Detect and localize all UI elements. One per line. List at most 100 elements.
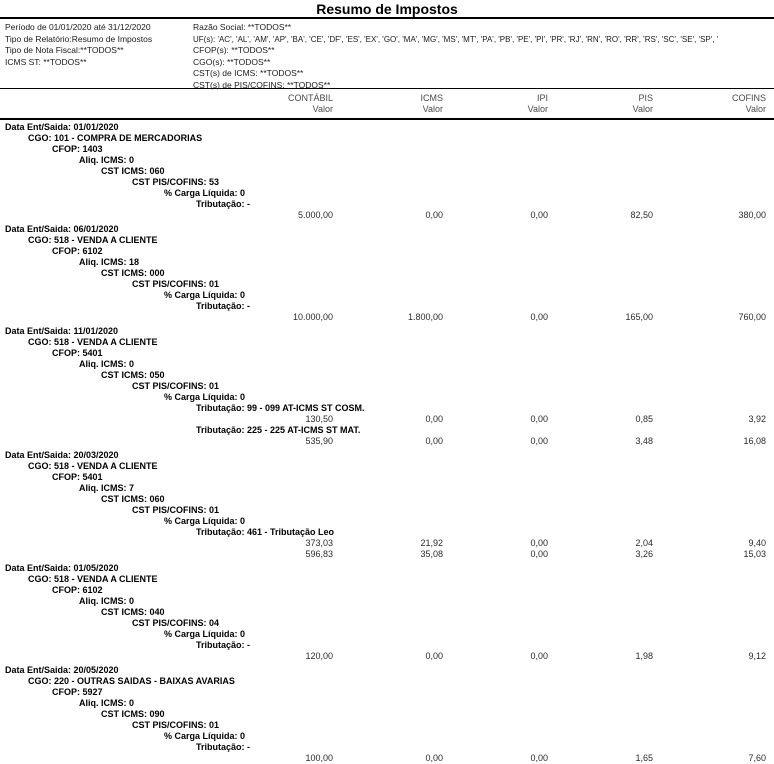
aliq-icms-line: Aliq. ICMS: 0 xyxy=(79,359,135,369)
filter-razao-social: Razão Social: **TODOS** xyxy=(193,22,292,32)
column-header-icms: ICMS xyxy=(420,93,444,103)
value-cell: 16,08 xyxy=(743,436,766,446)
filters-right-column: Razão Social: **TODOS** UF(s): 'AC', 'AL… xyxy=(193,22,774,90)
filter-tipo-relatorio: Tipo de Relatório:Resumo de Impostos xyxy=(5,33,153,44)
value-cell: 2,04 xyxy=(635,538,653,548)
date-line: Data Ent/Saida: 11/01/2020 xyxy=(5,326,119,336)
table-header: CONTÁBIL ICMS IPI PIS COFINS Valor Valor… xyxy=(0,89,774,118)
report-group: Data Ent/Saida: 20/03/2020 CGO: 518 - VEN… xyxy=(0,450,774,560)
carga-liquida-line: % Carga Líquida: 0 xyxy=(164,516,246,526)
tributacao-line: Tributação: 225 - 225 AT-ICMS ST MAT. xyxy=(196,425,361,435)
aliq-icms-line: Aliq. ICMS: 0 xyxy=(79,596,135,606)
column-header-cofins: COFINS xyxy=(731,93,766,103)
filters-block: Período de 01/01/2020 até 31/12/2020 Tip… xyxy=(0,19,774,90)
value-cell: 0,00 xyxy=(425,210,443,220)
column-subheader-contabil-valor: Valor xyxy=(312,104,333,114)
values-row: 120,00 0,00 0,00 1,98 9,12 xyxy=(0,651,774,662)
cgo-line: CGO: 220 - OUTRAS SAIDAS - BAIXAS AVARIA… xyxy=(28,676,235,686)
column-subheader-ipi-valor: Valor xyxy=(527,104,548,114)
filter-periodo: Período de 01/01/2020 até 31/12/2020 xyxy=(5,22,151,32)
filter-cfop: CFOP(s): **TODOS** xyxy=(193,45,275,55)
value-cell: 165,00 xyxy=(625,312,653,322)
date-line: Data Ent/Saida: 20/03/2020 xyxy=(5,450,119,460)
value-cell: 15,03 xyxy=(743,549,766,559)
column-header-pis: PIS xyxy=(638,93,653,103)
tributacao-line: Tributação: - xyxy=(196,640,251,650)
value-cell: 0,00 xyxy=(530,414,548,424)
value-cell: 0,85 xyxy=(635,414,653,424)
cst-icms-line: CST ICMS: 040 xyxy=(101,607,165,617)
carga-liquida-line: % Carga Líquida: 0 xyxy=(164,629,246,639)
report-title: Resumo de Impostos xyxy=(316,1,458,17)
column-subheader-icms-valor: Valor xyxy=(422,104,443,114)
cst-pis-cofins-line: CST PIS/COFINS: 01 xyxy=(132,279,220,289)
cst-icms-line: CST ICMS: 050 xyxy=(101,370,165,380)
value-cell: 380,00 xyxy=(738,210,766,220)
carga-liquida-line: % Carga Líquida: 0 xyxy=(164,392,246,402)
carga-liquida-line: % Carga Líquida: 0 xyxy=(164,188,246,198)
value-cell: 5.000,00 xyxy=(297,210,333,220)
aliq-icms-line: Aliq. ICMS: 7 xyxy=(79,483,135,493)
cgo-line: CGO: 518 - VENDA A CLIENTE xyxy=(28,461,158,471)
cgo-line: CGO: 518 - VENDA A CLIENTE xyxy=(28,337,158,347)
cst-icms-line: CST ICMS: 090 xyxy=(101,709,165,719)
value-cell: 0,00 xyxy=(530,538,548,548)
aliq-icms-line: Aliq. ICMS: 0 xyxy=(79,698,135,708)
cgo-line: CGO: 518 - VENDA A CLIENTE xyxy=(28,235,158,245)
report-group: Data Ent/Saida: 20/05/2020 CGO: 220 - OUT… xyxy=(0,665,774,764)
cfop-line: CFOP: 5401 xyxy=(52,472,103,482)
value-cell: 0,00 xyxy=(530,210,548,220)
aliq-icms-line: Aliq. ICMS: 0 xyxy=(79,155,135,165)
cgo-line: CGO: 101 - COMPRA DE MERCADORIAS xyxy=(28,133,203,143)
value-cell: 3,92 xyxy=(748,414,766,424)
values-row: 596,83 35,08 0,00 3,26 15,03 xyxy=(0,549,774,560)
column-subheader-pis-valor: Valor xyxy=(632,104,653,114)
date-line: Data Ent/Saida: 01/05/2020 xyxy=(5,563,119,573)
column-header-ipi: IPI xyxy=(536,93,548,103)
value-cell: 0,00 xyxy=(530,753,548,763)
value-cell: 0,00 xyxy=(530,549,548,559)
cst-icms-line: CST ICMS: 060 xyxy=(101,166,165,176)
cst-icms-line: CST ICMS: 000 xyxy=(101,268,165,278)
filter-cst-pis-cofins: CST(s) de PIS/COFINS: **TODOS** xyxy=(193,79,331,90)
title-divider xyxy=(0,17,774,19)
cst-pis-cofins-line: CST PIS/COFINS: 01 xyxy=(132,720,220,730)
filter-icms-st: ICMS ST: **TODOS** xyxy=(5,56,87,67)
value-cell: 373,03 xyxy=(305,538,333,548)
table-header-sub-row: Valor Valor Valor Valor Valor xyxy=(0,104,774,115)
value-cell: 0,00 xyxy=(530,436,548,446)
tributacao-line: Tributação: - xyxy=(196,199,251,209)
report-group: Data Ent/Saida: 01/05/2020 CGO: 518 - VEN… xyxy=(0,563,774,662)
value-cell: 9,40 xyxy=(748,538,766,548)
value-cell: 7,60 xyxy=(748,753,766,763)
cst-pis-cofins-line: CST PIS/COFINS: 04 xyxy=(132,618,220,628)
tributacao-line: Tributação: 99 - 099 AT-ICMS ST COSM. xyxy=(196,403,365,413)
values-row: 130,50 0,00 0,00 0,85 3,92 xyxy=(0,414,774,425)
value-cell: 0,00 xyxy=(425,651,443,661)
value-cell: 596,83 xyxy=(305,549,333,559)
cfop-line: CFOP: 5401 xyxy=(52,348,103,358)
value-cell: 1.800,00 xyxy=(407,312,443,322)
value-cell: 0,00 xyxy=(425,436,443,446)
value-cell: 10.000,00 xyxy=(292,312,333,322)
value-cell: 35,08 xyxy=(420,549,443,559)
header-divider xyxy=(0,118,774,120)
cgo-line: CGO: 518 - VENDA A CLIENTE xyxy=(28,574,158,584)
filter-uf: UF(s): 'AC', 'AL', 'AM', 'AP', 'BA', 'CE… xyxy=(193,34,719,44)
aliq-icms-line: Aliq. ICMS: 18 xyxy=(79,257,140,267)
column-header-contabil: CONTÁBIL xyxy=(287,93,333,103)
report-group: Data Ent/Saida: 01/01/2020 CGO: 101 - COM… xyxy=(0,122,774,221)
values-row: 373,03 21,92 0,00 2,04 9,40 xyxy=(0,538,774,549)
table-header-group-row: CONTÁBIL ICMS IPI PIS COFINS xyxy=(0,93,774,104)
carga-liquida-line: % Carga Líquida: 0 xyxy=(164,290,246,300)
value-cell: 21,92 xyxy=(420,538,443,548)
value-cell: 0,00 xyxy=(530,651,548,661)
filter-tipo-nota-fiscal: Tipo de Nota Fiscal:**TODOS** xyxy=(5,45,124,55)
report-body: Data Ent/Saida: 01/01/2020 CGO: 101 - COM… xyxy=(0,120,774,764)
values-row: 100,00 0,00 0,00 1,65 7,60 xyxy=(0,753,774,764)
filters-divider xyxy=(0,88,774,89)
value-cell: 535,90 xyxy=(305,436,333,446)
filter-cst-icms: CST(s) de ICMS: **TODOS** xyxy=(193,68,304,78)
value-cell: 3,48 xyxy=(635,436,653,446)
